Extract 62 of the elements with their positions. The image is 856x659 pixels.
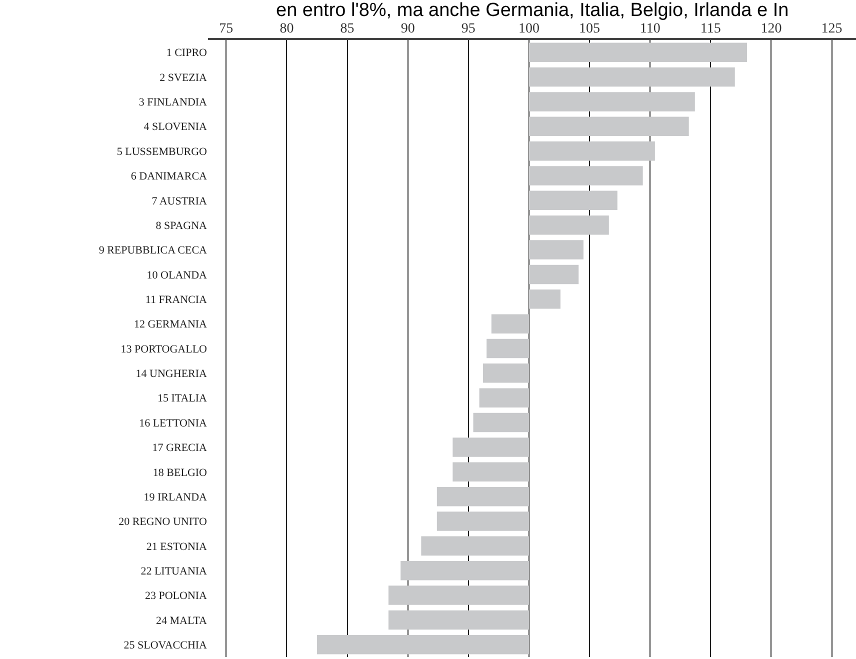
x-tick-label: 110 xyxy=(640,22,660,37)
bar xyxy=(452,438,529,457)
x-tick-label: 80 xyxy=(280,22,294,37)
text: en entro l'8%, ma anche Germania, Italia, Belgio, Irlanda e In xyxy=(276,0,789,21)
y-tick-label: 7 AUSTRIA xyxy=(152,195,208,208)
x-tick-label: 125 xyxy=(821,22,842,37)
y-tick-label: 14 UNGHERIA xyxy=(136,368,208,380)
bar xyxy=(436,486,529,506)
y-tick-label: 10 OLANDA xyxy=(146,269,208,282)
bar xyxy=(388,610,529,630)
bar xyxy=(528,42,747,62)
y-tick-label: 22 LITUANIA xyxy=(140,565,208,578)
bar xyxy=(528,290,560,309)
bar xyxy=(528,67,735,87)
y-tick-label: 16 LETTONIA xyxy=(139,417,208,430)
y-tick-label: 5 LUSSEMBURGO xyxy=(116,146,208,158)
y-tick-label: 3 FINLANDIA xyxy=(138,96,208,109)
y-tick-label: 17 GRECIA xyxy=(152,442,208,454)
x-tick-label: 105 xyxy=(579,22,600,37)
bar xyxy=(473,412,529,432)
bar xyxy=(528,116,689,136)
bar xyxy=(528,92,695,112)
y-tick-label: 13 PORTOGALLO xyxy=(120,343,208,356)
y-tick-label: 9 REPUBBLICA CECA xyxy=(98,244,208,257)
y-tick-label: 15 ITALIA xyxy=(157,392,208,405)
bar xyxy=(317,635,529,654)
x-tick-label: 120 xyxy=(760,22,782,37)
bar xyxy=(452,462,529,482)
y-tick-label: 25 SLOVACCHIA xyxy=(124,640,208,652)
y-tick-label: 20 REGNO UNITO xyxy=(118,516,208,528)
x-tick-label: 115 xyxy=(700,22,721,37)
bar xyxy=(479,388,529,408)
bar xyxy=(400,560,529,580)
x-tick-label: 85 xyxy=(340,22,354,37)
bar xyxy=(482,364,529,383)
x-tick-label: 100 xyxy=(518,22,540,37)
y-tick-label: 8 SPAGNA xyxy=(156,220,208,232)
y-tick-label: 19 IRLANDA xyxy=(144,491,208,504)
bar xyxy=(486,338,529,358)
y-tick-label: 2 SVEZIA xyxy=(160,72,208,84)
x-tick-label: 75 xyxy=(219,22,234,37)
bar xyxy=(528,190,618,210)
bar xyxy=(528,240,584,260)
x-tick-label: 95 xyxy=(461,22,476,37)
bar xyxy=(491,314,529,334)
y-tick-label: 11 FRANCIA xyxy=(145,294,208,306)
bar xyxy=(528,166,643,186)
x-tick-label: 90 xyxy=(400,22,415,37)
y-tick-label: 23 POLONIA xyxy=(144,590,208,602)
y-tick-label: 1 CIPRO xyxy=(166,47,208,60)
y-tick-label: 21 ESTONIA xyxy=(146,540,208,553)
bar xyxy=(528,215,609,235)
bar xyxy=(388,586,529,605)
y-tick-label: 24 MALTA xyxy=(156,614,208,627)
y-tick-label: 4 SLOVENIA xyxy=(144,121,208,134)
bar xyxy=(528,141,655,161)
y-tick-label: 18 BELGIO xyxy=(152,466,208,479)
bar xyxy=(421,536,529,556)
bar xyxy=(436,512,529,531)
bar xyxy=(528,264,579,284)
y-tick-label: 6 DANIMARCA xyxy=(130,170,208,183)
y-tick-label: 12 GERMANIA xyxy=(134,318,208,331)
